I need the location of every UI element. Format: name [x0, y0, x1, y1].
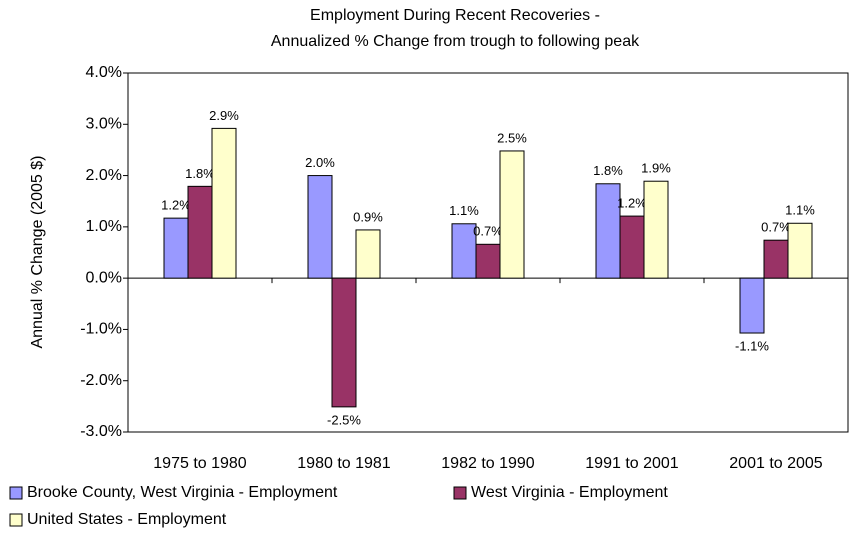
x-tick-label: 1991 to 2001: [585, 455, 679, 472]
legend-label: United States - Employment: [27, 511, 227, 528]
bar: [211, 127, 237, 279]
x-tick-label: 1982 to 1990: [441, 455, 535, 472]
legend-swatch: [9, 513, 23, 527]
y-tick-label: 4.0%: [86, 64, 122, 81]
data-label: 0.9%: [353, 209, 383, 224]
chart-subtitle: Annualized % Change from trough to follo…: [271, 33, 640, 50]
bar: [763, 239, 789, 279]
bar: [307, 175, 333, 279]
data-label: 0.7%: [473, 224, 503, 239]
data-label: 1.8%: [593, 163, 623, 178]
legend-swatch: [453, 486, 467, 500]
bar: [499, 150, 525, 279]
data-label: 1.1%: [785, 203, 815, 218]
data-label: 1.9%: [641, 161, 671, 176]
bar: [739, 277, 765, 334]
y-tick-label: 0.0%: [86, 269, 122, 286]
data-label: 0.7%: [761, 220, 791, 235]
data-label: 1.1%: [449, 203, 479, 218]
bar: [475, 243, 501, 279]
data-label: 2.5%: [497, 130, 527, 145]
y-axis-label: Annual % Change (2005 $): [29, 155, 46, 348]
y-tick-label: -3.0%: [80, 423, 122, 440]
bar: [451, 223, 477, 279]
y-tick-label: 3.0%: [86, 116, 122, 133]
data-label: 1.2%: [161, 198, 191, 213]
bar: [187, 185, 213, 279]
data-label: -1.1%: [735, 338, 769, 353]
x-tick-label: 2001 to 2005: [729, 455, 823, 472]
data-label: 2.0%: [305, 155, 335, 170]
data-label: -2.5%: [327, 412, 361, 427]
bar: [595, 183, 621, 279]
plot-frame: [127, 72, 849, 433]
bar: [331, 277, 357, 408]
y-tick-label: -1.0%: [80, 321, 122, 338]
bar: [643, 180, 669, 279]
x-tick-label: 1980 to 1981: [297, 455, 391, 472]
y-tick-label: 2.0%: [86, 167, 122, 184]
y-tick-label: -2.0%: [80, 372, 122, 389]
x-tick-label: 1975 to 1980: [153, 455, 247, 472]
legend-label: Brooke County, West Virginia - Employmen…: [27, 484, 338, 501]
bar: [163, 217, 189, 279]
chart-title: Employment During Recent Recoveries -: [310, 7, 600, 24]
data-label: 1.2%: [617, 196, 647, 211]
data-label: 2.9%: [209, 108, 239, 123]
data-label: 1.8%: [185, 166, 215, 181]
bar: [355, 229, 381, 279]
y-tick-label: 1.0%: [86, 218, 122, 235]
bar: [787, 222, 813, 279]
legend-label: West Virginia - Employment: [471, 484, 668, 501]
bar: [619, 215, 645, 279]
legend-swatch: [9, 486, 23, 500]
